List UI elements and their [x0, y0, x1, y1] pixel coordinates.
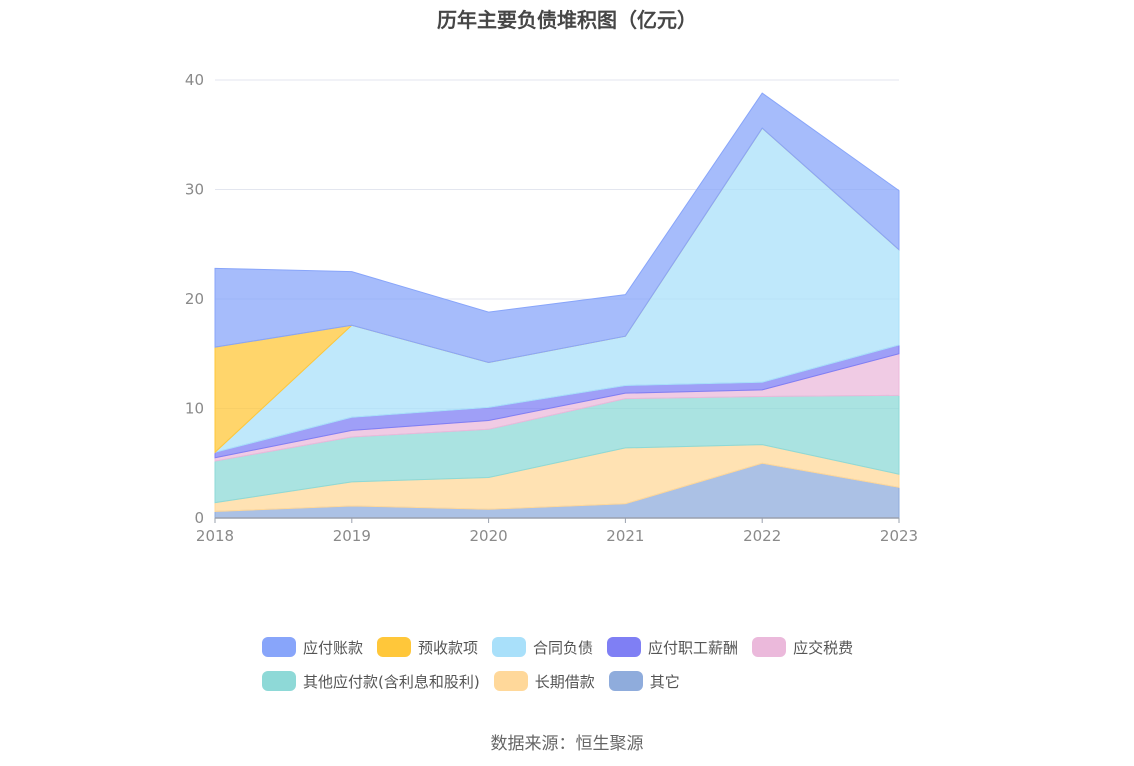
x-tick-label: 2019 — [333, 527, 371, 545]
legend-swatch — [607, 637, 642, 657]
legend-item[interactable]: 其他应付款(含利息和股利) — [262, 671, 480, 692]
legend-label: 其他应付款(含利息和股利) — [303, 672, 480, 691]
legend-item[interactable]: 长期借款 — [493, 671, 595, 692]
x-tick-label: 2020 — [470, 527, 508, 545]
y-tick-label: 10 — [185, 400, 204, 418]
legend-item[interactable]: 其它 — [608, 671, 680, 692]
legend-item[interactable]: 合同负债 — [492, 637, 593, 658]
legend-item[interactable]: 预收款项 — [377, 637, 478, 658]
legend-row: 应付账款 预收款项 合同负债 应付职工薪酬 应交税费 — [262, 630, 902, 664]
legend-label: 合同负债 — [533, 638, 594, 657]
legend-label: 应交税费 — [793, 638, 854, 657]
y-tick-label: 20 — [185, 290, 204, 308]
legend-swatch — [608, 671, 643, 691]
x-tick-label: 2018 — [196, 527, 234, 545]
legend-item[interactable]: 应交税费 — [752, 637, 853, 658]
x-tick-label: 2021 — [606, 527, 644, 545]
legend-label: 长期借款 — [534, 672, 595, 691]
legend-label: 预收款项 — [418, 638, 479, 657]
stacked-area-chart: 0 10 20 30 40 2018 2019 2020 2021 2022 2023 — [185, 71, 918, 545]
legend-label: 其它 — [649, 672, 680, 691]
chart-legend: 应付账款 预收款项 合同负债 应付职工薪酬 应交税费 其他应付款(含利息和股利) 长期借款其… — [262, 630, 902, 698]
legend-swatch — [493, 671, 528, 691]
legend-swatch — [752, 637, 787, 657]
y-tick-label: 0 — [194, 509, 204, 527]
legend-item[interactable]: 应付职工薪酬 — [607, 637, 738, 658]
x-tick-label: 2022 — [743, 527, 781, 545]
legend-item[interactable]: 应付账款 — [262, 637, 363, 658]
y-tick-label: 40 — [185, 71, 204, 89]
legend-label: 应付账款 — [303, 638, 364, 657]
area-series — [214, 92, 900, 364]
data-source-note: 数据来源：恒生聚源 — [490, 734, 644, 754]
legend-row: 其他应付款(含利息和股利) 长期借款 其它 — [262, 664, 902, 698]
legend-swatch — [262, 671, 296, 691]
legend-swatch — [377, 637, 412, 657]
legend-swatch — [492, 637, 527, 657]
x-tick-label: 2023 — [880, 527, 918, 545]
chart-title: 历年主要负债堆积图（亿元） — [437, 8, 697, 32]
legend-swatch — [262, 637, 296, 657]
legend-label: 应付职工薪酬 — [648, 638, 739, 657]
y-tick-label: 30 — [185, 181, 204, 199]
